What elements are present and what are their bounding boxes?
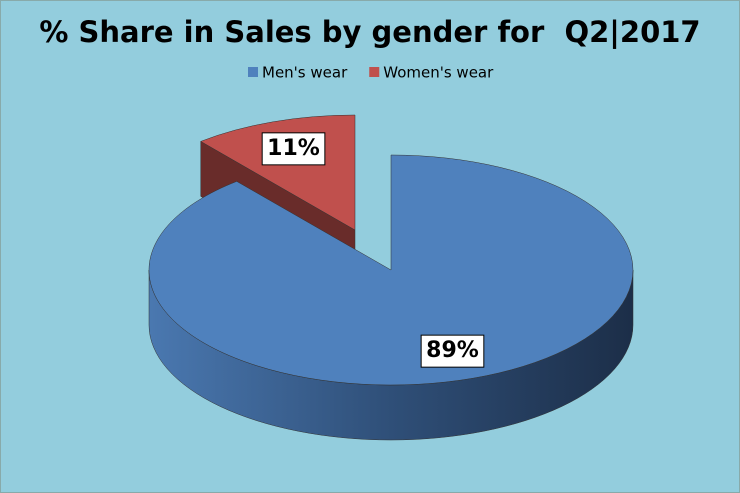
legend-swatch xyxy=(248,67,258,77)
data-label-box xyxy=(420,334,485,368)
data-label: 11% xyxy=(267,136,320,161)
data-label: 89% xyxy=(426,338,479,363)
legend-label: Women's wear xyxy=(383,64,494,82)
slice-top xyxy=(148,154,634,386)
chart-title: % Share in Sales by gender for Q2|2017 xyxy=(39,15,700,49)
legend-label: Men's wear xyxy=(262,64,348,82)
legend-swatch xyxy=(369,67,380,77)
pie-slice xyxy=(148,154,634,441)
data-label-box xyxy=(261,132,326,166)
